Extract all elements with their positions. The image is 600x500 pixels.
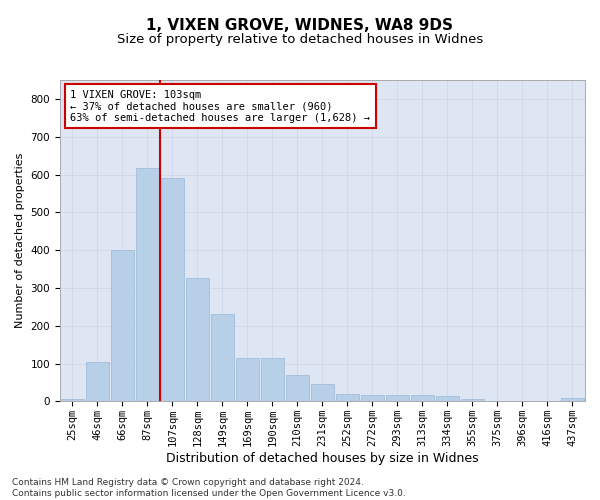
Bar <box>361 394 384 402</box>
Text: Contains HM Land Registry data © Crown copyright and database right 2024.
Contai: Contains HM Land Registry data © Crown c… <box>12 478 406 498</box>
Bar <box>186 278 209 402</box>
Bar <box>536 400 559 402</box>
Bar <box>311 384 334 402</box>
Bar <box>561 398 584 402</box>
Bar <box>211 314 233 402</box>
Bar <box>86 362 109 402</box>
Bar <box>336 394 359 402</box>
Text: 1 VIXEN GROVE: 103sqm
← 37% of detached houses are smaller (960)
63% of semi-det: 1 VIXEN GROVE: 103sqm ← 37% of detached … <box>70 90 370 123</box>
Bar <box>511 400 534 402</box>
Bar <box>411 396 434 402</box>
Bar <box>486 400 509 402</box>
Bar <box>261 358 284 402</box>
Bar <box>111 250 134 402</box>
Bar <box>386 394 409 402</box>
Bar <box>136 168 158 402</box>
Text: 1, VIXEN GROVE, WIDNES, WA8 9DS: 1, VIXEN GROVE, WIDNES, WA8 9DS <box>146 18 454 32</box>
Bar <box>161 178 184 402</box>
Bar <box>436 396 459 402</box>
Bar <box>61 400 83 402</box>
Bar <box>461 400 484 402</box>
X-axis label: Distribution of detached houses by size in Widnes: Distribution of detached houses by size … <box>166 452 479 465</box>
Y-axis label: Number of detached properties: Number of detached properties <box>15 153 25 328</box>
Text: Size of property relative to detached houses in Widnes: Size of property relative to detached ho… <box>117 32 483 46</box>
Bar <box>286 375 308 402</box>
Bar <box>236 358 259 402</box>
